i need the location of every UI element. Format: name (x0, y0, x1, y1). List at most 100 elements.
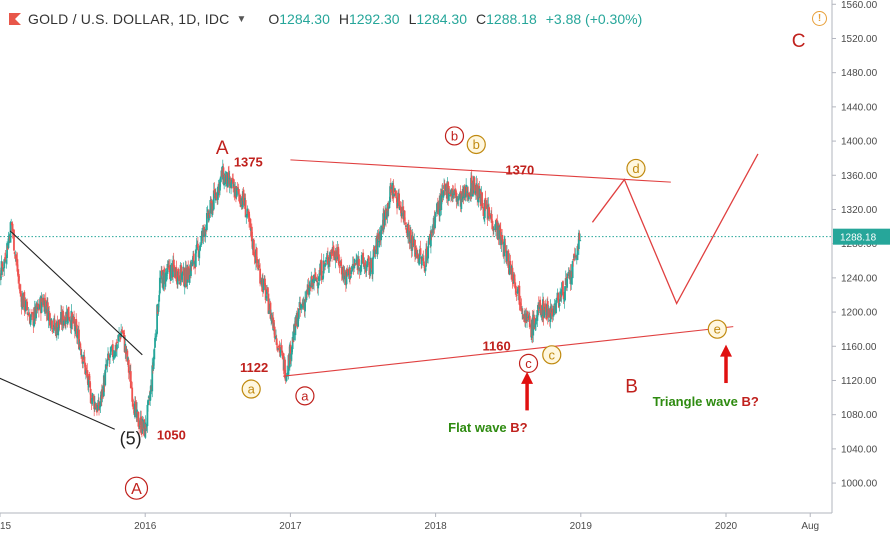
candle-body (398, 206, 401, 211)
candle-body (162, 270, 165, 290)
candle-body (501, 234, 504, 241)
candle-body (236, 186, 239, 189)
candle-body (322, 260, 325, 274)
candle-body (226, 172, 229, 188)
candle-body (127, 359, 130, 373)
alert-icon[interactable]: ! (812, 11, 827, 26)
candle-body (26, 301, 29, 311)
candle-body (454, 189, 457, 195)
y-tick-label: 1040.00 (841, 444, 878, 455)
candle-body (521, 312, 524, 314)
candle-body (374, 249, 377, 254)
candle-body (349, 276, 352, 278)
candle-body (363, 264, 366, 269)
candle-body (49, 326, 52, 328)
candle-body (187, 266, 190, 280)
wave-circle-circle-b-red (444, 126, 465, 146)
candle-body (332, 245, 335, 256)
candle-body (127, 357, 129, 362)
candle-body (211, 203, 214, 216)
candle-body (566, 273, 569, 277)
candle-body (284, 359, 286, 379)
candle-body (23, 292, 26, 311)
candle-body (82, 361, 85, 364)
candle-body (419, 248, 422, 255)
candle-body (464, 193, 467, 198)
candle-body (40, 296, 43, 313)
candle-body (297, 317, 300, 327)
candle-body (388, 200, 391, 209)
candle-body (353, 265, 356, 269)
candle-body (245, 214, 248, 218)
chevron-down-icon[interactable]: ▼ (236, 13, 247, 25)
candle-body (440, 194, 443, 210)
candle-body (138, 426, 141, 428)
candle-body (123, 333, 125, 335)
candle-body (177, 269, 180, 278)
candle-body (224, 176, 227, 184)
candle-body (434, 213, 437, 217)
candle-body (544, 304, 547, 312)
current-price-tag (833, 228, 890, 245)
candle-body (191, 259, 194, 267)
candle-body (195, 244, 198, 251)
candle-body (262, 279, 265, 290)
candle-body (157, 303, 160, 312)
candle-body (409, 229, 412, 240)
candle-body (552, 315, 555, 317)
candle-body (272, 317, 275, 328)
candle-body (503, 241, 506, 257)
candle-body (291, 346, 293, 355)
candle-body (165, 273, 167, 275)
candle-body (204, 228, 207, 237)
candle-body (41, 298, 44, 303)
candle-body (434, 216, 436, 228)
candle-body (425, 247, 428, 260)
wave-circle-circle-c-gold (542, 345, 562, 365)
candle-body (536, 310, 539, 321)
candle-body (51, 330, 54, 332)
triangle-wave-text: Triangle wave B? (653, 394, 759, 409)
candle-body (515, 294, 518, 296)
candle-body (185, 284, 188, 286)
candle-body (342, 266, 345, 279)
price-label-price-1160: 1160 (482, 339, 510, 354)
symbol-title[interactable]: GOLD / U.S. DOLLAR, 1D, IDC (28, 11, 230, 27)
y-tick-label: 1080.00 (841, 410, 878, 421)
candle-body (452, 193, 454, 198)
candle-body (275, 338, 278, 346)
candle-body (78, 329, 80, 350)
candle-body (163, 269, 165, 272)
candle-body (151, 365, 154, 392)
candle-body (533, 316, 535, 319)
candle-body (74, 321, 77, 334)
candle-body (134, 401, 136, 418)
candle-body (535, 318, 537, 325)
candle-body (521, 313, 524, 315)
symbol-logo-icon (9, 13, 21, 25)
candle-body (190, 262, 192, 276)
candle-body (44, 300, 46, 314)
candle-body (504, 245, 507, 253)
candle-body (423, 261, 425, 266)
candle-body (490, 214, 493, 223)
candle-body (460, 193, 463, 210)
candle-body (373, 247, 376, 252)
candle-body (405, 226, 407, 228)
candle-body (122, 330, 125, 334)
candle-body (338, 254, 340, 266)
candle-body (198, 250, 201, 259)
x-tick-label: 2015 (0, 521, 12, 532)
candle-body (206, 209, 209, 213)
candle-body (313, 274, 315, 284)
candle-body (57, 327, 60, 336)
wave-label-circle-d: d (632, 161, 639, 176)
candle-body (13, 251, 16, 255)
triangle-upper-line (290, 159, 671, 183)
candle-body (239, 194, 241, 203)
candle-body (178, 275, 181, 282)
high-label: H (338, 11, 349, 27)
candle-body (199, 244, 202, 248)
